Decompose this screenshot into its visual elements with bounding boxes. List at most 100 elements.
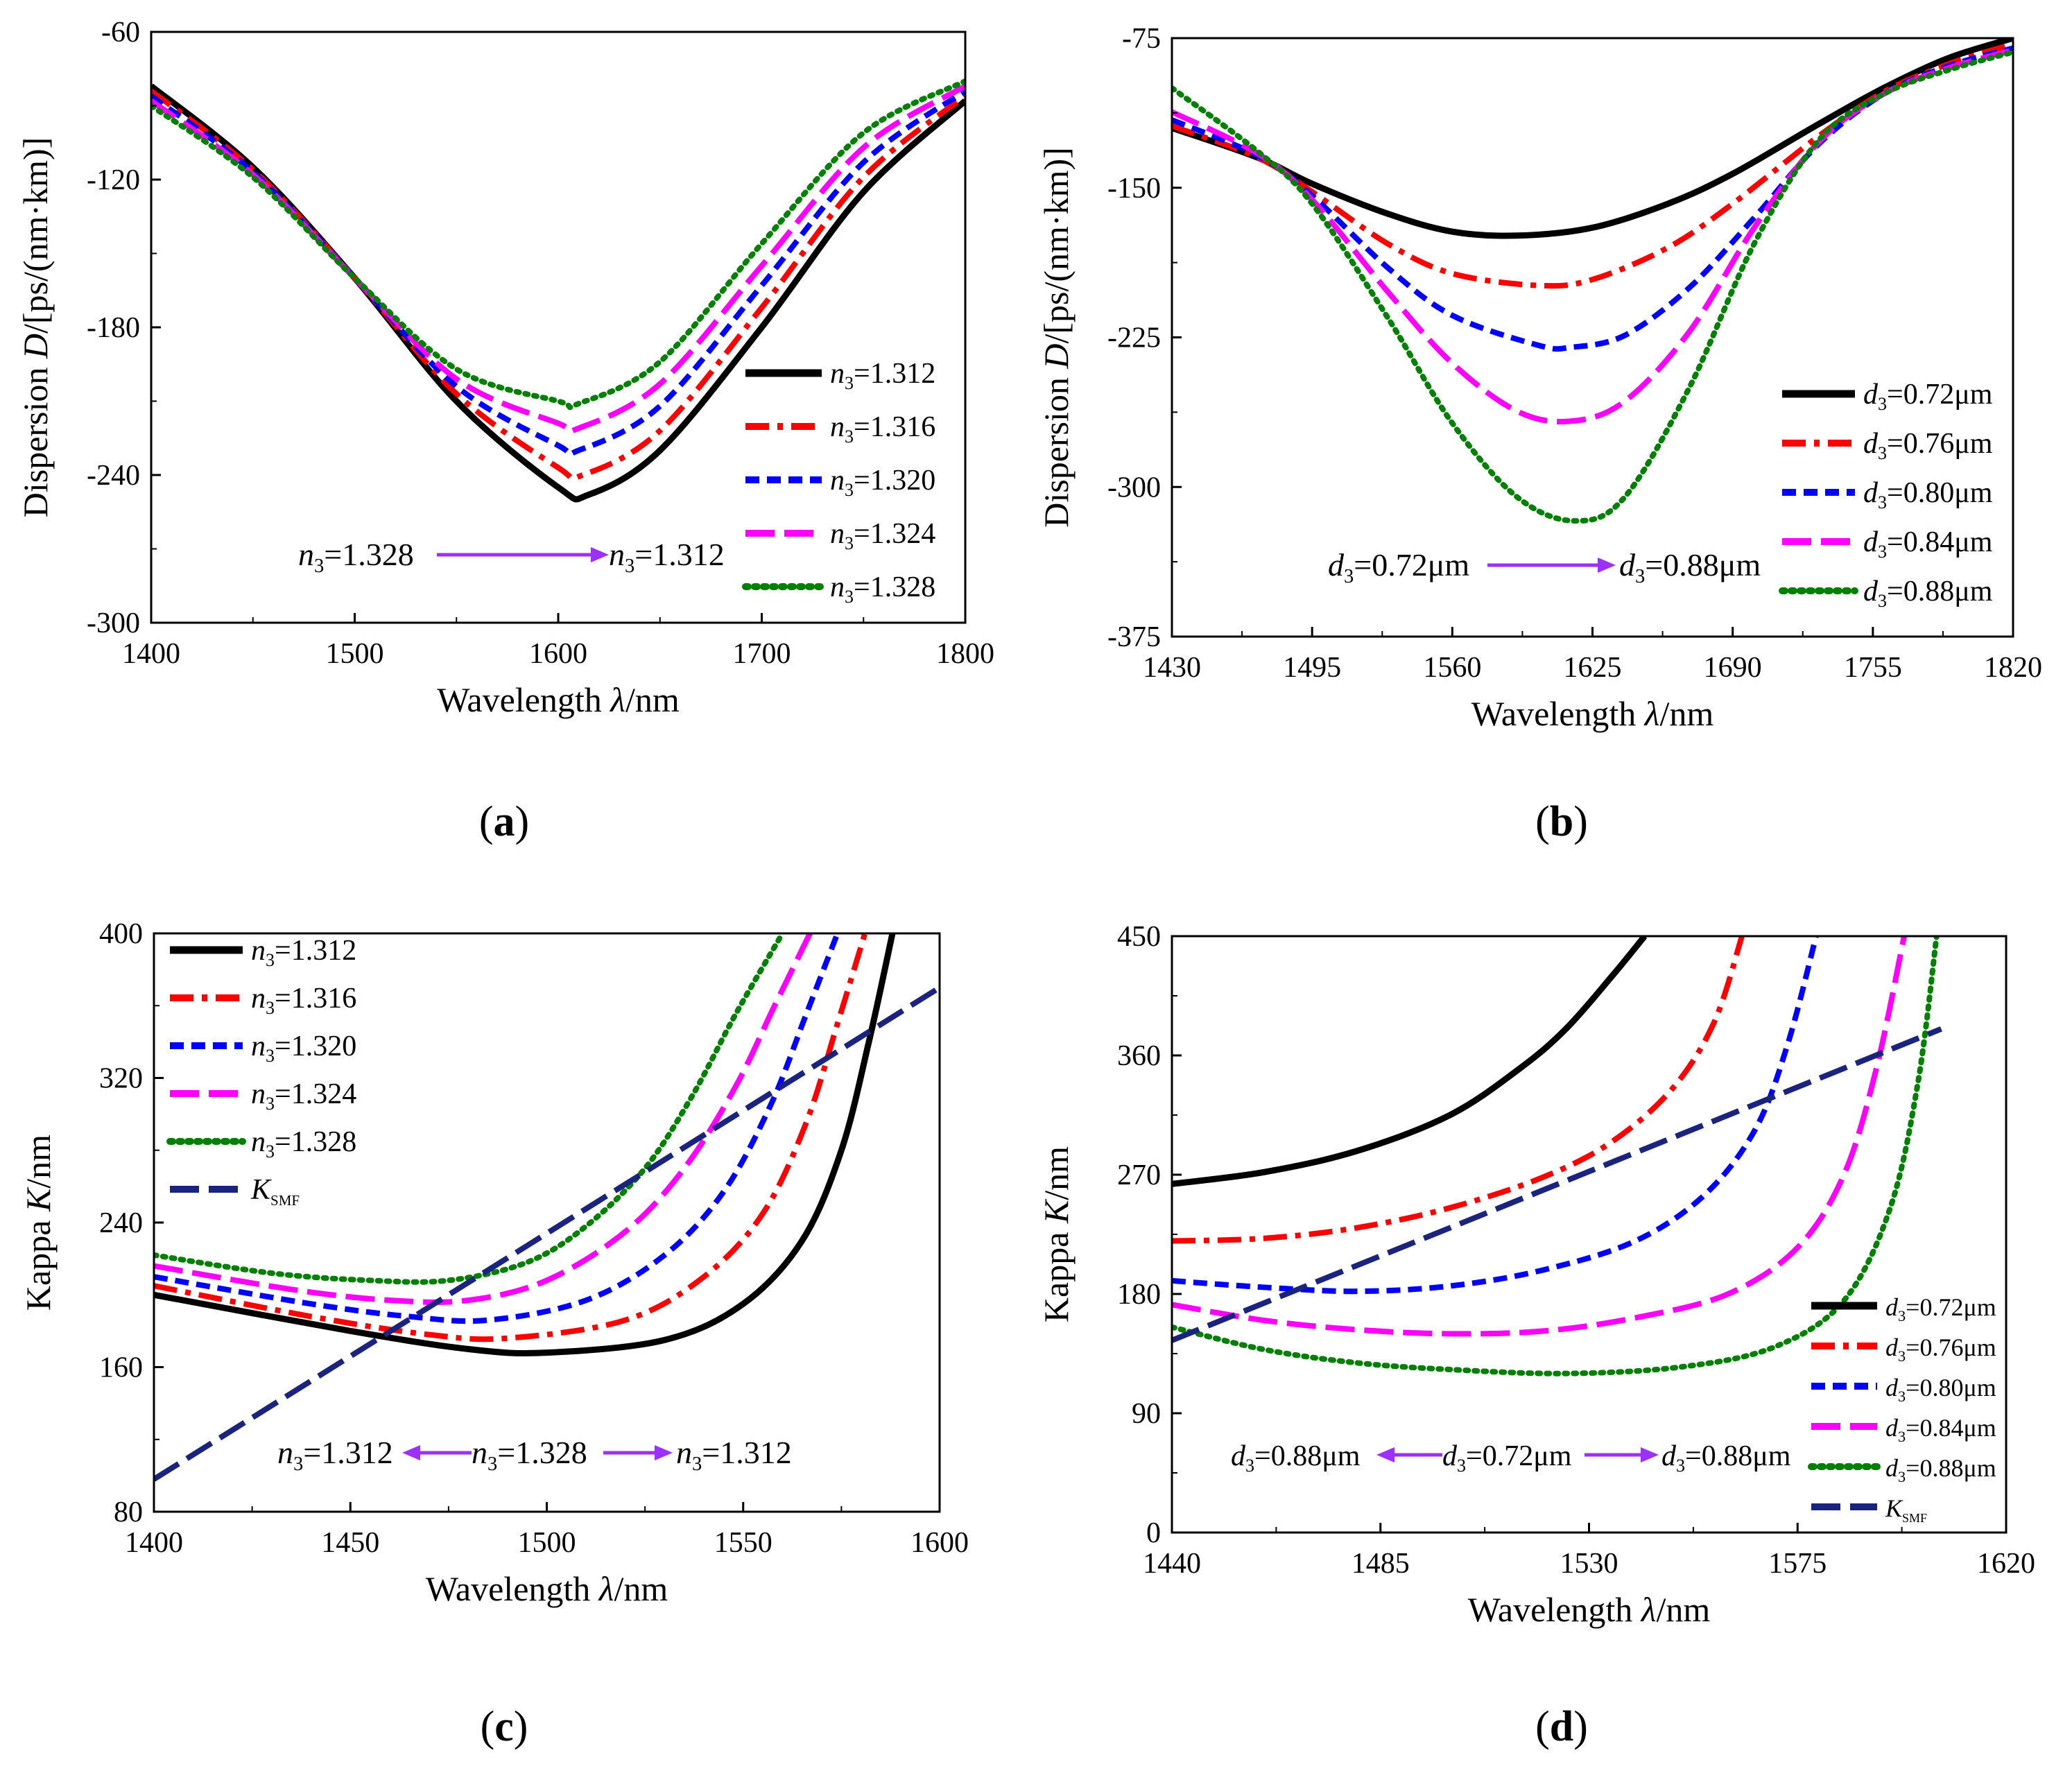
x-tick-label: 1550 (714, 1527, 772, 1559)
legend: d3=0.72μm d3=0.76μm d3=0.80μm d3=0.84μm d3=0… (1808, 1293, 1996, 1525)
x-tick-label: 1620 (1977, 1548, 2035, 1580)
y-tick-label: -150 (1107, 173, 1161, 205)
legend-label-1: d3=0.76μm (1863, 428, 1993, 463)
series-line-2 (154, 933, 840, 1324)
x-axis-label: Wavelength λ/nm (1471, 694, 1714, 733)
x-axis-label: Wavelength λ/nm (426, 1569, 668, 1608)
y-tick-label: 270 (1117, 1159, 1161, 1191)
series-line-0 (1172, 38, 2013, 239)
annotation-right: n3=1.312 (609, 537, 725, 577)
series-line-3 (1172, 47, 2013, 425)
legend-label-4: d3=0.88μm (1885, 1454, 1996, 1485)
annotation-right: d3=0.88μm (1619, 547, 1761, 587)
x-tick-label: 1400 (125, 1527, 183, 1559)
series-group (154, 933, 940, 1482)
y-tick-label: 180 (1117, 1279, 1161, 1311)
shift-annotation: n3=1.328 n3=1.312 (298, 537, 725, 577)
series-line-4 (154, 933, 786, 1285)
y-tick-label: -225 (1107, 322, 1161, 354)
y-axis-label: Kappa K/nm (19, 1134, 58, 1311)
y-tick-label: 0 (1146, 1517, 1161, 1549)
y-tick-label: 80 (114, 1496, 143, 1528)
legend-label-4: d3=0.88μm (1863, 576, 1993, 611)
x-tick-label: 1600 (529, 638, 587, 670)
x-tick-label: 1575 (1768, 1548, 1827, 1580)
legend-label-1: d3=0.76μm (1885, 1334, 1996, 1365)
x-tick-label: 1430 (1143, 652, 1201, 684)
legend-label-1: n3=1.316 (830, 411, 935, 447)
legend-label-5: KSMF (1885, 1494, 1927, 1525)
shift-annotation: d3=0.72μm d3=0.88μm (1328, 547, 1761, 587)
y-tick-label: -180 (87, 312, 140, 344)
legend-label-2: d3=0.80μm (1885, 1374, 1996, 1405)
annotation-center: d3=0.72μm (1442, 1440, 1572, 1476)
y-tick-label: 90 (1132, 1398, 1161, 1430)
y-tick-label: -300 (1107, 472, 1161, 503)
annotation-left: n3=1.312 (277, 1435, 393, 1475)
panel-label: (a) (479, 798, 529, 845)
series-line-4 (151, 78, 965, 411)
series-group (1172, 936, 1942, 1376)
legend-label-4: n3=1.328 (830, 571, 935, 607)
plot-frame (153, 932, 941, 1513)
annotation-right: d3=0.88μm (1661, 1440, 1791, 1476)
x-tick-label: 1450 (321, 1527, 379, 1559)
y-tick-label: -375 (1107, 621, 1161, 653)
x-tick-label: 1560 (1423, 652, 1481, 684)
series-line-5 (1172, 1026, 1942, 1343)
chart-a: 1400 1500 1600 1700 1800 -300 -240 -180 -120 -60 W… (16, 17, 994, 845)
legend-label-1: n3=1.316 (251, 983, 356, 1018)
x-tick-label: 1400 (122, 638, 180, 670)
y-axis-label: Kappa K/nm (1037, 1146, 1076, 1322)
y-tick-label: -60 (101, 17, 140, 49)
x-tick-label: 1820 (1984, 652, 2042, 684)
annotation-left: n3=1.328 (298, 537, 414, 577)
legend-label-2: d3=0.80μm (1863, 477, 1993, 512)
series-line-0 (1172, 936, 1648, 1187)
y-tick-label: 450 (1117, 921, 1161, 953)
x-tick-label: 1440 (1143, 1548, 1201, 1580)
y-tick-label: -300 (87, 607, 140, 639)
shift-annotation: n3=1.312 n3=1.328 n3=1.312 (277, 1435, 792, 1475)
annotation-arrow (1487, 558, 1616, 573)
series-line-4 (1172, 49, 2013, 524)
y-tick-label: 240 (99, 1207, 143, 1239)
series-line-0 (154, 933, 896, 1356)
legend-label-0: n3=1.312 (830, 358, 935, 393)
y-tick-label: 400 (99, 918, 143, 950)
panel-label: (d) (1535, 1703, 1588, 1750)
panel-label: (c) (481, 1703, 528, 1750)
x-tick-label: 1485 (1352, 1548, 1410, 1580)
y-tick-label: 160 (99, 1352, 143, 1384)
chart-d: 1440 1485 1530 1575 1620 0 90 180 270 360 450 Wavel… (1037, 921, 2035, 1750)
annotation-left: d3=0.88μm (1231, 1440, 1361, 1476)
x-axis-label: Wavelength λ/nm (437, 680, 680, 719)
series-line-3 (154, 933, 813, 1305)
chart-c: 1400 1450 1500 1550 1600 80 160 240 320 400 Wavele… (19, 918, 969, 1750)
annotation-arrow-left (402, 1445, 472, 1460)
x-tick-label: 1690 (1704, 652, 1762, 684)
series-line-1 (151, 89, 965, 482)
legend-label-0: d3=0.72μm (1885, 1293, 1996, 1324)
series-line-1 (154, 933, 868, 1343)
series-group (1172, 38, 2013, 524)
panel-label: (b) (1535, 798, 1588, 845)
series-line-1 (1172, 41, 2013, 289)
annotation-arrow-right (1585, 1447, 1659, 1462)
series-line-3 (1172, 936, 1907, 1337)
legend-label-2: n3=1.320 (251, 1030, 356, 1066)
legend-label-3: n3=1.324 (251, 1078, 356, 1114)
x-axis-label: Wavelength λ/nm (1468, 1590, 1711, 1629)
y-tick-label: -120 (87, 164, 140, 196)
x-tick-label: 1700 (733, 638, 791, 670)
x-tick-label: 1600 (910, 1527, 969, 1559)
series-group (151, 78, 965, 503)
x-tick-label: 1495 (1283, 652, 1341, 684)
y-tick-label: -240 (87, 460, 140, 492)
legend: d3=0.72μm d3=0.76μm d3=0.80μm d3=0.84μm d3=0… (1779, 379, 1993, 611)
legend: n3=1.312 n3=1.316 n3=1.320 n3=1.324 n3=1.328… (166, 935, 356, 1209)
y-axis-label: Dispersion D/[ps/(nm·km)] (1037, 147, 1076, 528)
annotation-arrow-right (603, 1445, 673, 1460)
x-tick-label: 1625 (1564, 652, 1622, 684)
